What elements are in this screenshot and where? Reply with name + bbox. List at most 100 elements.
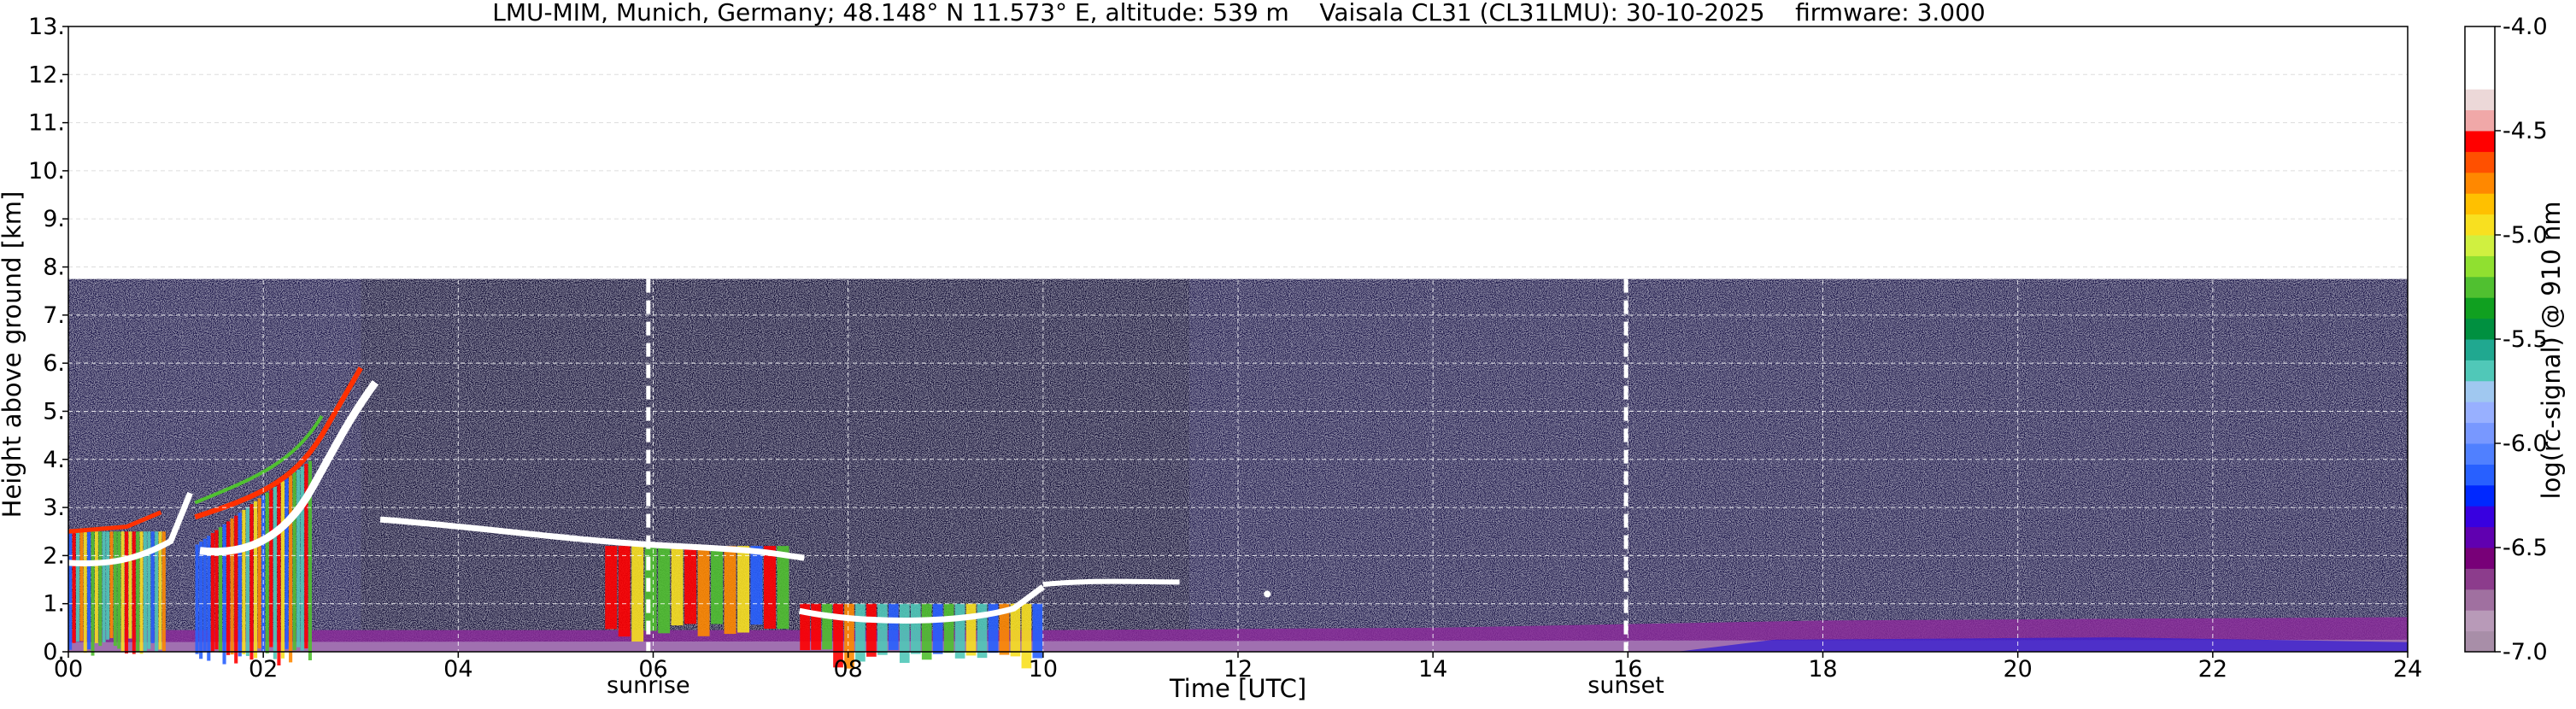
colorbar-swatch xyxy=(2465,318,2495,340)
rising-layer-streak xyxy=(210,532,214,653)
x-tick-label: 22 xyxy=(2198,656,2227,683)
x-tick-label: 16 xyxy=(1613,656,1642,683)
cloud-base-streak xyxy=(777,546,789,630)
colorbar-swatch xyxy=(2465,464,2495,486)
low-layer-streak xyxy=(965,603,977,656)
y-tick-label: 1. xyxy=(43,591,65,618)
rising-layer-streak xyxy=(214,530,219,650)
x-axis: 00 02 04 06 08 10 12 14 16 18 20 22 24 xyxy=(54,652,2422,683)
colorbar-swatch xyxy=(2465,401,2495,424)
x-tick-label: 04 xyxy=(443,656,472,683)
low-layer-streak xyxy=(999,603,1010,655)
rising-layer-streak xyxy=(230,519,234,655)
y-tick-label: 11. xyxy=(28,110,65,137)
low-layer-streak xyxy=(1032,603,1043,659)
colorbar-swatch xyxy=(2465,172,2495,194)
x-tick-label: 14 xyxy=(1418,656,1447,683)
colorbar-swatch xyxy=(2465,526,2495,548)
x-tick-label: 08 xyxy=(833,656,862,683)
low-layer-streak xyxy=(822,603,832,650)
rising-layer-streak xyxy=(273,486,277,659)
rising-layer-streak xyxy=(218,527,223,653)
rising-layer-streak xyxy=(238,513,242,657)
x-tick-label: 02 xyxy=(249,656,278,683)
cloud-base-core xyxy=(379,516,805,561)
cloud-base-streak xyxy=(750,546,763,625)
rising-layer-streak xyxy=(242,509,246,654)
cloud-base-streak xyxy=(605,546,618,630)
cloud-layer-streak xyxy=(125,531,128,653)
y-tick-label: 9. xyxy=(43,206,65,232)
colorbar-swatch xyxy=(2465,589,2495,611)
cloud-layer-streak xyxy=(106,531,110,640)
low-layer-streak xyxy=(811,603,821,650)
chart-title: LMU-MIM, Munich, Germany; 48.148° N 11.5… xyxy=(492,0,1986,26)
low-layer-streak xyxy=(855,603,866,662)
rising-layer-streak xyxy=(285,478,289,649)
rising-layer-core xyxy=(199,380,379,556)
y-tick-label: 7. xyxy=(43,302,65,329)
low-layer-streak xyxy=(844,603,854,669)
colorbar-swatch xyxy=(2465,339,2495,360)
rising-layer-streak xyxy=(308,460,312,660)
y-tick-label: 8. xyxy=(43,255,65,281)
low-layer-core xyxy=(798,584,1045,624)
colorbar-swatch xyxy=(2465,548,2495,569)
cloud-layer-streak xyxy=(87,531,91,650)
cloud-layer-edge xyxy=(67,510,162,534)
colorbar-swatch xyxy=(2465,360,2495,382)
grid-lines xyxy=(68,26,2408,652)
cloud-layer-streak xyxy=(83,531,87,653)
y-tick-label: 4. xyxy=(43,447,65,473)
colorbar-swatch xyxy=(2465,506,2495,528)
low-layer-streak xyxy=(954,603,965,659)
rising-layer-streak xyxy=(277,483,281,665)
colorbar-swatch xyxy=(2465,255,2495,278)
rising-layer-streak xyxy=(257,498,261,649)
low-layer-streak xyxy=(1021,603,1032,669)
colorbar-swatch xyxy=(2465,235,2495,256)
cloud-layer-streak xyxy=(150,531,155,643)
rising-layer-streak xyxy=(304,463,308,649)
rising-layer-streak xyxy=(289,475,293,663)
isolated-echo xyxy=(1264,590,1271,598)
colorbar-swatch xyxy=(2465,47,2495,69)
rising-layer-edge xyxy=(194,366,363,520)
y-tick-label: 6. xyxy=(43,350,65,377)
x-tick-label: 00 xyxy=(54,656,83,683)
x-axis-label: Time [UTC] xyxy=(1169,674,1306,703)
colorbar-swatch xyxy=(2465,630,2495,653)
rising-layer-streak xyxy=(195,544,199,654)
cloud-layer-streak xyxy=(68,531,73,650)
cloud-base-streak xyxy=(724,546,736,635)
cloud-layer-streak xyxy=(98,531,103,647)
x-tick-label: 12 xyxy=(1223,656,1253,683)
rising-layer-streak xyxy=(207,536,211,661)
cloud-base-streak xyxy=(684,546,697,624)
colorbar-swatch xyxy=(2465,484,2495,507)
y-tick-label: 10. xyxy=(28,158,65,185)
cloud-layer-streak xyxy=(139,531,144,654)
colorbar-swatch xyxy=(2465,443,2495,465)
cloud-layer-streak xyxy=(158,531,162,650)
rising-layer-streak xyxy=(292,472,296,651)
cloud-layer-streak xyxy=(147,531,151,649)
x-tick-label: 10 xyxy=(1029,656,1058,683)
cloud-layer-streak xyxy=(102,531,106,642)
rising-layer-streak xyxy=(234,515,238,664)
colorbar-tick-label: -6.0 xyxy=(2503,431,2548,457)
colorbar-swatch xyxy=(2465,151,2495,173)
y-tick-label: 3. xyxy=(43,495,65,521)
y-axis-label: Height above ground [km] xyxy=(0,191,26,519)
low-layer-streak xyxy=(877,603,888,655)
colorbar-swatch xyxy=(2465,109,2495,132)
low-layer-streak xyxy=(977,603,988,659)
colorbar-swatch xyxy=(2465,568,2495,590)
colorbar-swatch xyxy=(2465,380,2495,402)
rising-layer-streak xyxy=(245,507,249,656)
y-tick-label: 5. xyxy=(43,398,65,425)
low-layer-streak xyxy=(921,603,932,660)
y-axis: 0. 1. 2. 3. 4. 5. 6. 7. 8. 9. 10. 11. 12. 13. xyxy=(28,14,68,665)
colorbar-tick-label: -6.5 xyxy=(2503,535,2548,561)
